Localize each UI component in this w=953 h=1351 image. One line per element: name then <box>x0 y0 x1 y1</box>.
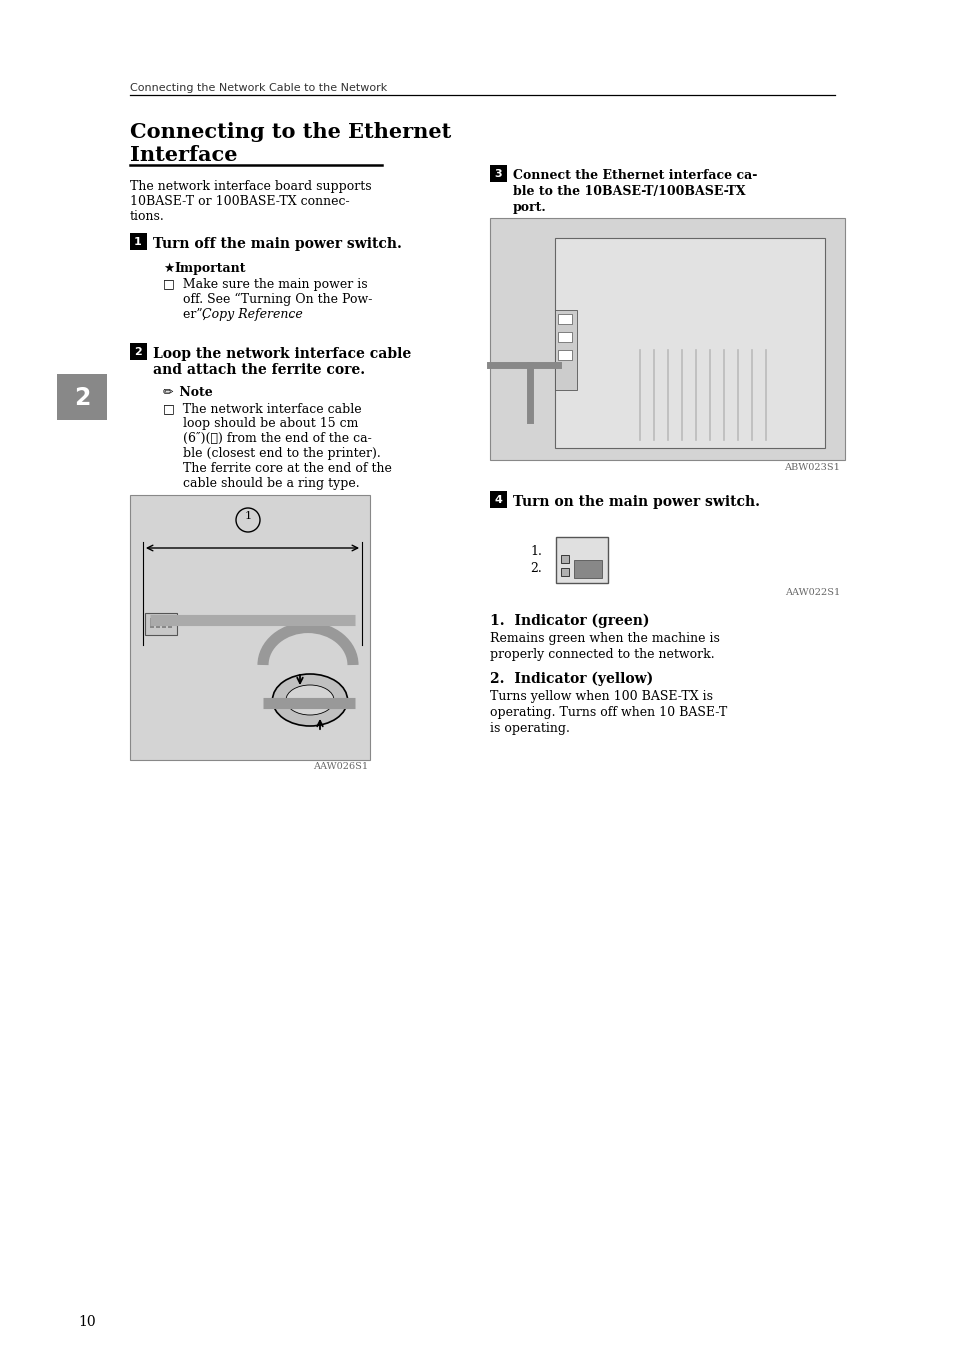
Text: □  The network interface cable: □ The network interface cable <box>163 403 361 415</box>
Text: off. See “Turning On the Pow-: off. See “Turning On the Pow- <box>163 293 372 307</box>
Bar <box>156 617 160 628</box>
Ellipse shape <box>273 674 347 725</box>
Bar <box>558 332 572 342</box>
Text: loop should be about 15 cm: loop should be about 15 cm <box>163 417 358 430</box>
Bar <box>130 343 147 359</box>
Bar <box>490 490 506 508</box>
Text: port.: port. <box>513 201 546 213</box>
Bar <box>560 567 568 576</box>
Bar <box>558 350 572 359</box>
Bar <box>130 494 370 761</box>
Text: 1: 1 <box>244 511 252 521</box>
Bar <box>560 555 568 563</box>
Text: 3: 3 <box>494 169 501 178</box>
Text: The network interface board supports: The network interface board supports <box>130 180 372 193</box>
Bar <box>57 374 107 420</box>
Bar <box>555 238 824 449</box>
Ellipse shape <box>286 685 334 715</box>
Bar <box>558 313 572 324</box>
Text: 2: 2 <box>73 386 91 409</box>
Text: Connecting to the Ethernet: Connecting to the Ethernet <box>130 122 451 142</box>
Text: ble (closest end to the printer).: ble (closest end to the printer). <box>163 447 380 459</box>
Text: operating. Turns off when 10 BASE-T: operating. Turns off when 10 BASE-T <box>490 707 726 719</box>
Text: Copy Reference: Copy Reference <box>202 308 302 322</box>
Bar <box>162 617 166 628</box>
Text: 10BASE-T or 100BASE-TX connec-: 10BASE-T or 100BASE-TX connec- <box>130 195 349 208</box>
Text: 1: 1 <box>134 236 142 247</box>
Text: 10: 10 <box>78 1315 95 1329</box>
Text: is operating.: is operating. <box>490 721 569 735</box>
Text: 2.: 2. <box>530 562 541 576</box>
Text: 2: 2 <box>134 347 142 357</box>
Text: cable should be a ring type.: cable should be a ring type. <box>163 477 359 490</box>
Text: Important: Important <box>173 262 245 276</box>
Text: ★: ★ <box>163 262 174 276</box>
Text: The ferrite core at the end of the: The ferrite core at the end of the <box>163 462 392 476</box>
Text: Interface: Interface <box>130 145 237 165</box>
Text: Turn off the main power switch.: Turn off the main power switch. <box>152 236 401 251</box>
Bar <box>490 165 506 182</box>
Text: Loop the network interface cable: Loop the network interface cable <box>152 347 411 361</box>
Text: ✏: ✏ <box>163 386 173 399</box>
Bar <box>490 218 844 459</box>
Text: (6″)(①) from the end of the ca-: (6″)(①) from the end of the ca- <box>163 432 372 444</box>
Text: er”,: er”, <box>163 308 211 322</box>
Text: tions.: tions. <box>130 209 165 223</box>
Text: ABW023S1: ABW023S1 <box>783 463 840 471</box>
Text: □  Make sure the main power is: □ Make sure the main power is <box>163 278 367 290</box>
Text: Connecting the Network Cable to the Network: Connecting the Network Cable to the Netw… <box>130 82 387 93</box>
Text: Turn on the main power switch.: Turn on the main power switch. <box>513 494 760 509</box>
Text: AAW026S1: AAW026S1 <box>313 762 368 771</box>
Text: 4: 4 <box>494 494 501 505</box>
Bar <box>168 617 172 628</box>
Bar <box>150 617 153 628</box>
Bar <box>556 536 607 584</box>
Text: 1.  Indicator (green): 1. Indicator (green) <box>490 613 649 628</box>
Bar <box>555 309 577 390</box>
Text: properly connected to the network.: properly connected to the network. <box>490 648 714 661</box>
Text: Note: Note <box>174 386 213 399</box>
Text: 2.  Indicator (yellow): 2. Indicator (yellow) <box>490 671 653 686</box>
Text: and attach the ferrite core.: and attach the ferrite core. <box>152 363 365 377</box>
Text: ble to the 10BASE-T/100BASE-TX: ble to the 10BASE-T/100BASE-TX <box>513 185 745 199</box>
Bar <box>130 232 147 250</box>
Text: Remains green when the machine is: Remains green when the machine is <box>490 632 720 644</box>
Bar <box>145 613 177 635</box>
Text: .: . <box>290 308 294 322</box>
Text: 1.: 1. <box>530 544 541 558</box>
Text: AAW022S1: AAW022S1 <box>784 588 840 597</box>
Text: Turns yellow when 100 BASE-TX is: Turns yellow when 100 BASE-TX is <box>490 690 712 703</box>
Bar <box>574 561 601 578</box>
Text: Connect the Ethernet interface ca-: Connect the Ethernet interface ca- <box>513 169 757 182</box>
